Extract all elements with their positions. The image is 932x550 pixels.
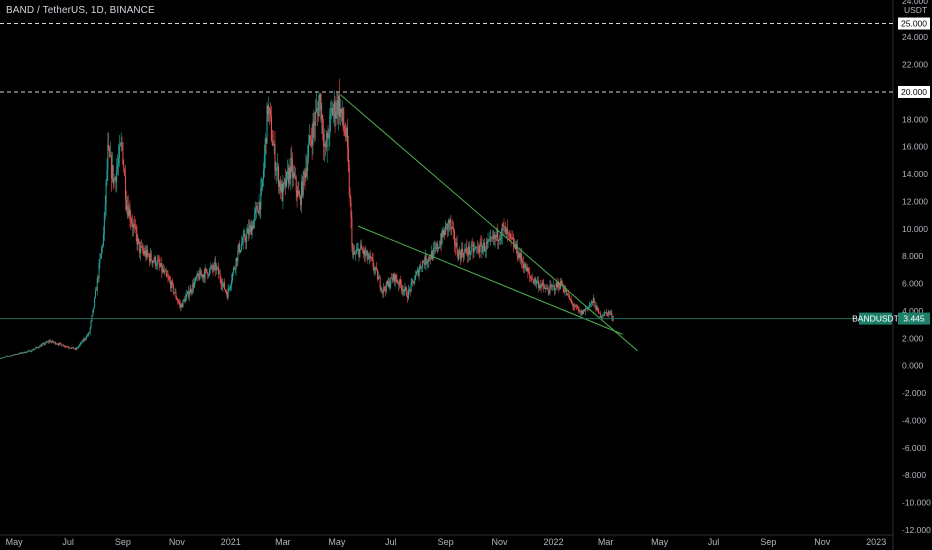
symbol-tag-label: BANDUSDT	[852, 314, 899, 324]
y-tick-label: 12.000	[902, 196, 928, 206]
x-tick-label: May	[328, 537, 346, 547]
y-tick-label: 10.000	[902, 224, 928, 234]
trendline	[340, 94, 638, 352]
y-tick-label: 0.000	[902, 361, 924, 371]
y-tick-label: -12.000	[902, 525, 931, 535]
x-tick-label: Nov	[814, 537, 831, 547]
y-tick-label: -4.000	[902, 415, 926, 425]
y-tick-label: -6.000	[902, 443, 926, 453]
x-tick-label: May	[6, 537, 24, 547]
last-price-value: 3.445	[903, 314, 925, 324]
x-tick-label: Mar	[275, 537, 291, 547]
x-tick-label: Sep	[760, 537, 776, 547]
x-tick-label: Mar	[598, 537, 614, 547]
symbol-tag	[859, 312, 892, 325]
y-tick-top-partial: 24.000	[902, 0, 928, 6]
currency-label: USDT	[904, 5, 927, 15]
y-tick-label: 14.000	[902, 169, 928, 179]
y-tick-label: 4.000	[902, 306, 924, 316]
x-tick-label: Nov	[169, 537, 186, 547]
y-tick-label: -10.000	[902, 498, 931, 508]
x-tick-label: Sep	[438, 537, 454, 547]
x-tick-label: Jul	[62, 537, 74, 547]
x-tick-label: Sep	[115, 537, 131, 547]
level-tag-label: 20.000	[901, 87, 927, 97]
y-tick-label: 2.000	[902, 333, 924, 343]
y-tick-label: 22.000	[902, 60, 928, 70]
y-tick-label: 8.000	[902, 251, 924, 261]
y-tick-label: 16.000	[902, 142, 928, 152]
y-tick-label: 18.000	[902, 114, 928, 124]
x-tick-label: 2022	[543, 537, 563, 547]
y-tick-label: -8.000	[902, 470, 926, 480]
x-tick-label: 2021	[221, 537, 241, 547]
x-tick-label: Jul	[708, 537, 720, 547]
x-tick-label: Jul	[385, 537, 397, 547]
chart-title: BAND / TetherUS, 1D, BINANCE	[6, 5, 155, 16]
y-tick-label: -2.000	[902, 388, 926, 398]
x-tick-label: Nov	[492, 537, 509, 547]
level-tag-label: 25.000	[901, 19, 927, 29]
x-tick-label: 2023	[866, 537, 886, 547]
x-tick-label: May	[651, 537, 669, 547]
last-price-tag	[898, 312, 930, 325]
level-tag	[898, 85, 930, 98]
y-tick-label: 6.000	[902, 279, 924, 289]
trendline	[357, 225, 623, 335]
level-tag	[898, 17, 930, 30]
candles	[0, 78, 615, 359]
y-tick-label: 24.000	[902, 32, 928, 42]
